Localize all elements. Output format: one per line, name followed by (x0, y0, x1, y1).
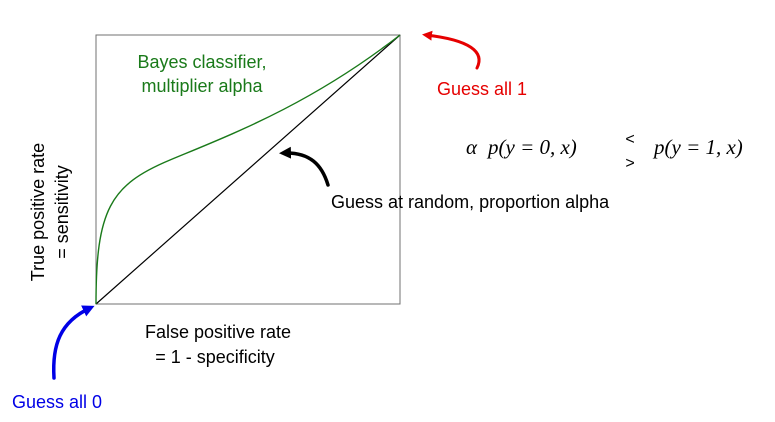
y-axis-label-line2: = sensitivity (52, 165, 72, 259)
plot-frame (95, 34, 401, 305)
y-axis-label-line1: True positive rate (28, 143, 48, 281)
x-axis-label-line2: = 1 - specificity (155, 347, 275, 367)
curve-label-line2: multiplier alpha (141, 76, 263, 96)
formula-greater-sign: > (625, 155, 634, 172)
guess-all-1-arrow (422, 30, 481, 70)
random-guess-diagonal (95, 34, 401, 305)
guess-all-1-label: Guess all 1 (437, 79, 527, 99)
x-axis-label-line1: False positive rate (145, 322, 291, 342)
formula-right-term: p(y = 1, x) (652, 135, 743, 159)
guess-random-arrow (279, 146, 330, 187)
curve-label-line1: Bayes classifier, (137, 52, 266, 72)
formula-alpha: α (466, 135, 478, 159)
guess-all-0-arrow (51, 305, 95, 380)
formula-left-term: p(y = 0, x) (486, 135, 577, 159)
guess-all-0-label: Guess all 0 (12, 392, 102, 412)
guess-random-label: Guess at random, proportion alpha (331, 192, 610, 212)
bayes-roc-curve (95, 34, 401, 305)
formula-less-sign: < (625, 131, 634, 148)
